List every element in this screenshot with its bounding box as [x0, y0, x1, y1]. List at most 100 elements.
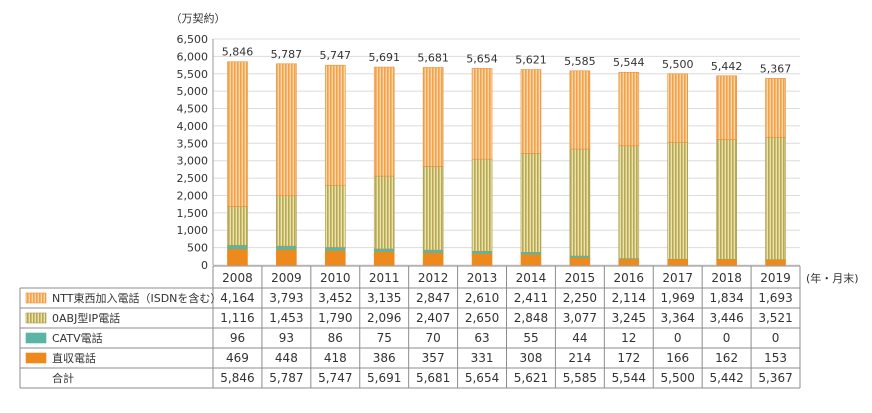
table-cell-value: 2,407	[416, 311, 450, 325]
total-labels: 5,846 5,787 5,747 5,691 5,681 5,654 5,621 5,585…	[222, 46, 792, 76]
bar-segment	[618, 71, 640, 147]
table-cell-value: 5,681	[416, 371, 450, 385]
bar-segment	[276, 249, 297, 266]
y-tick-label: 2,000	[177, 189, 209, 202]
bar-segment	[765, 136, 786, 260]
row-label: NTT東西加入電話（ISDNを含む）	[52, 291, 221, 305]
legend-swatch	[25, 332, 47, 344]
bar-segment	[716, 139, 737, 260]
legend-swatch	[25, 352, 47, 364]
x-tick-label: 2013	[467, 271, 498, 285]
table-cell-value: 1,693	[758, 291, 792, 305]
total-label: 5,681	[417, 51, 449, 64]
table-cell-value: 357	[422, 351, 445, 365]
bar-segment	[422, 67, 444, 167]
bar-segment	[373, 66, 395, 177]
bar-segment	[765, 259, 786, 266]
y-tick-label: 4,500	[177, 103, 209, 116]
x-tick-label: 2014	[516, 271, 547, 285]
table-cell-value: 1,790	[318, 311, 352, 325]
table-cell-value: 3,452	[318, 291, 352, 305]
total-label: 5,585	[564, 55, 596, 68]
bar-segment	[520, 69, 542, 154]
y-tick-label: 500	[187, 242, 208, 255]
table-cell-value: 5,846	[220, 371, 254, 385]
table-cell-value: 2,610	[465, 291, 499, 305]
table-cell-value: 5,747	[318, 371, 352, 385]
y-unit-label: （万契約）	[171, 11, 226, 25]
table-cell-value: 153	[764, 351, 787, 365]
table-cell-value: 5,621	[514, 371, 548, 385]
total-label: 5,544	[613, 56, 645, 69]
table-cell-value: 448	[275, 351, 298, 365]
bar-segment	[667, 141, 689, 260]
bar-segment	[276, 63, 297, 196]
y-tick-label: 5,000	[177, 85, 209, 98]
table-cell-value: 172	[617, 351, 640, 365]
table-cell-value: 55	[523, 331, 538, 345]
y-tick-label: 6,000	[177, 50, 209, 63]
row-label: 0ABJ型IP電話	[52, 311, 120, 325]
y-tick-label: 3,500	[177, 137, 209, 150]
bar-segment	[324, 184, 346, 248]
table-cell-value: 2,848	[514, 311, 548, 325]
table-cell-value: 2,114	[612, 291, 646, 305]
table-cell-value: 86	[328, 331, 343, 345]
legend-swatch	[25, 292, 47, 304]
x-tick-label: 2011	[369, 271, 400, 285]
table-cell-value: 96	[230, 331, 245, 345]
bar-segment	[618, 258, 640, 266]
total-label: 5,500	[662, 58, 694, 71]
bar-segment	[324, 64, 346, 186]
total-label: 5,846	[222, 46, 254, 59]
total-label: 5,691	[368, 51, 400, 64]
table-cell-value: 2,250	[563, 291, 597, 305]
y-tick-label: 2,500	[177, 172, 209, 185]
table-cell-value: 2,650	[465, 311, 499, 325]
table-cell-value: 5,544	[612, 371, 646, 385]
bars	[227, 61, 786, 266]
bar-segment	[471, 251, 493, 254]
total-label: 5,654	[466, 52, 498, 65]
bar-segment	[227, 245, 248, 249]
table-cell-value: 3,521	[758, 311, 792, 325]
bar-segment	[569, 257, 591, 266]
table-cell-value: 0	[674, 331, 682, 345]
bar-segment	[667, 73, 689, 143]
x-tick-label: 2010	[320, 271, 351, 285]
table-cell-value: 418	[324, 351, 347, 365]
bar-segment	[324, 247, 346, 251]
table-cell-value: 1,116	[220, 311, 254, 325]
legend-swatch	[25, 312, 47, 324]
y-tick-label: 1,000	[177, 224, 209, 237]
table-cell-value: 4,164	[220, 291, 254, 305]
table-cell-value: 3,077	[563, 311, 597, 325]
bar-segment	[276, 245, 297, 250]
x-tick-label: 2012	[418, 271, 449, 285]
table-cell-value: 3,793	[269, 291, 303, 305]
table-cell-value: 5,691	[367, 371, 401, 385]
bar-segment	[471, 253, 493, 266]
bar-segment	[373, 175, 395, 250]
bar-segment	[618, 145, 640, 259]
bar-segment	[716, 75, 737, 140]
table-cell-value: 93	[279, 331, 294, 345]
table-cell-value: 1,969	[661, 291, 695, 305]
bar-segment	[227, 206, 248, 246]
bar-segment	[324, 250, 346, 266]
bar-segment	[569, 148, 591, 257]
total-label: 5,787	[271, 48, 303, 61]
bar-segment	[716, 259, 737, 266]
bar-segment	[276, 195, 297, 247]
total-label: 5,442	[711, 60, 743, 73]
table-cell-value: 44	[572, 331, 587, 345]
bar-segment	[569, 70, 591, 150]
axes: （万契約） 0 500 1,000 1,500 2,000 2,500 3,000 3,500 4…	[171, 11, 226, 272]
bar-segment	[520, 153, 542, 253]
x-tick-label: 2008	[222, 271, 253, 285]
bar-segment	[227, 61, 248, 207]
table-cell-value: 1,453	[269, 311, 303, 325]
table-cell-value: 331	[471, 351, 494, 365]
x-tick-label: 2016	[614, 271, 645, 285]
